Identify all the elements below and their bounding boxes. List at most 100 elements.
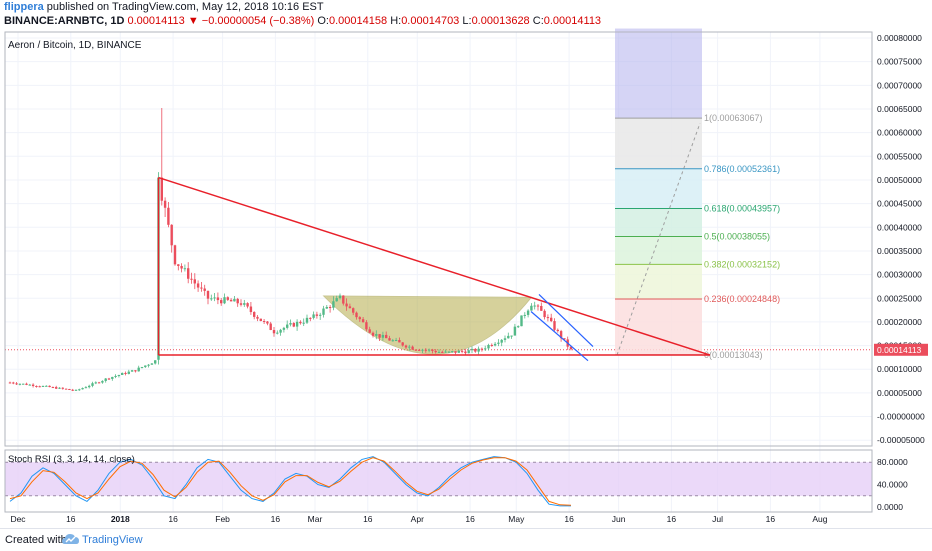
candle-body bbox=[206, 290, 210, 299]
candle-body bbox=[312, 314, 315, 318]
candle-body bbox=[526, 310, 530, 315]
candle-body bbox=[262, 321, 266, 323]
time-tick-label: 16 bbox=[271, 514, 281, 524]
ohlc-header: BINANCE:ARNBTC, 1D 0.00014113 ▼ −0.00000… bbox=[4, 15, 601, 27]
candle-body bbox=[398, 340, 401, 343]
fib-zone-extension bbox=[615, 28, 702, 119]
price-tick-label: -0.00005000 bbox=[877, 435, 925, 445]
candle-body bbox=[246, 303, 249, 307]
candle-body bbox=[520, 315, 523, 327]
time-tick-label: Feb bbox=[215, 514, 230, 524]
candle-body bbox=[431, 349, 434, 351]
candle-body bbox=[111, 376, 114, 379]
stoch-rsi-pane bbox=[5, 456, 872, 507]
cup-shape bbox=[322, 295, 533, 355]
candle-body bbox=[299, 321, 302, 324]
candle-body bbox=[144, 365, 147, 368]
candle-body bbox=[523, 314, 526, 316]
candle-body bbox=[385, 334, 388, 339]
candle-body bbox=[490, 344, 493, 346]
trend-lines[interactable] bbox=[157, 176, 711, 362]
rsi-tick-label: 0.0000 bbox=[877, 502, 903, 512]
channel-lower bbox=[530, 311, 589, 362]
stoch-d-line bbox=[9, 457, 572, 506]
high-value: 0.00014703 bbox=[401, 15, 460, 27]
candle-body bbox=[378, 334, 381, 338]
candle-body bbox=[183, 268, 187, 270]
candle-body bbox=[196, 283, 200, 288]
time-tick-label: 16 bbox=[465, 514, 475, 524]
candle-body bbox=[243, 303, 246, 305]
fib-zone bbox=[615, 236, 702, 265]
candle-body bbox=[559, 331, 563, 339]
candle-body bbox=[361, 319, 365, 323]
price-tick-label: 0.00010000 bbox=[877, 364, 922, 374]
candle-body bbox=[355, 312, 358, 318]
candle-body bbox=[276, 332, 279, 334]
time-tick-label: 16 bbox=[168, 514, 178, 524]
close-label: C: bbox=[532, 15, 544, 27]
candle-body bbox=[388, 338, 391, 341]
candle-body bbox=[259, 318, 262, 322]
candle-body bbox=[553, 321, 556, 330]
candle-body bbox=[546, 317, 550, 319]
candle-body bbox=[107, 378, 111, 380]
candle-body bbox=[309, 317, 312, 319]
candle-body bbox=[282, 327, 286, 330]
candle-body bbox=[348, 306, 352, 309]
time-tick-label: 16 bbox=[766, 514, 776, 524]
candle-body bbox=[213, 297, 216, 299]
author-link[interactable]: flippera bbox=[4, 1, 44, 13]
tradingview-link[interactable]: TradingView bbox=[82, 534, 143, 546]
candle-body bbox=[464, 351, 467, 354]
candle-body bbox=[427, 349, 431, 351]
candle-body bbox=[556, 329, 559, 332]
candle-body bbox=[418, 349, 421, 351]
price-tick-label: 0.00065000 bbox=[877, 104, 922, 114]
candle-body bbox=[295, 321, 299, 327]
cup-pattern[interactable] bbox=[322, 295, 533, 355]
candle-body bbox=[12, 382, 15, 384]
candle-body bbox=[513, 326, 517, 336]
candle-body bbox=[35, 385, 38, 387]
candle-body bbox=[58, 387, 61, 389]
chart-grid bbox=[5, 32, 872, 512]
candle-body bbox=[550, 317, 553, 322]
candle-body bbox=[302, 322, 305, 324]
candle-body bbox=[371, 332, 375, 336]
candle-body bbox=[216, 297, 220, 301]
candle-body bbox=[411, 346, 414, 350]
fib-zone bbox=[615, 168, 702, 209]
tradingview-cloud-icon bbox=[62, 534, 79, 544]
candle-body bbox=[147, 364, 150, 366]
candle-body bbox=[64, 388, 68, 390]
candle-body bbox=[474, 348, 477, 352]
time-tick-label: Dec bbox=[10, 514, 26, 524]
candle-body bbox=[424, 349, 427, 351]
price-tick-label: 0.00030000 bbox=[877, 270, 922, 280]
descending-trendline bbox=[158, 176, 711, 356]
candle-body bbox=[454, 351, 457, 353]
candle-body bbox=[210, 298, 213, 300]
price-chart[interactable]: 1(0.00063067) 0.786(0.00052361) 0.618(0.00… bbox=[0, 0, 932, 528]
candle-body bbox=[503, 338, 507, 340]
candle-body bbox=[226, 297, 229, 300]
candle-body bbox=[41, 385, 45, 387]
candle-body bbox=[305, 317, 309, 323]
fib-level-label: 0.618(0.00043957) bbox=[704, 204, 780, 214]
stoch-k-line bbox=[9, 456, 571, 507]
candle-body bbox=[484, 348, 487, 350]
candle-body bbox=[68, 389, 71, 391]
fib-retracement[interactable]: 1(0.00063067) 0.786(0.00052361) 0.618(0.00… bbox=[615, 28, 780, 360]
candle-body bbox=[130, 370, 134, 372]
candle-body bbox=[55, 387, 58, 389]
candle-body bbox=[437, 351, 441, 353]
fib-zone bbox=[615, 264, 702, 299]
candle-body bbox=[335, 298, 338, 302]
candle-body bbox=[71, 389, 74, 391]
candle-body bbox=[441, 351, 444, 353]
candle-body bbox=[154, 360, 157, 364]
candle-body bbox=[493, 343, 497, 346]
candle-body bbox=[408, 346, 411, 348]
candle-body bbox=[256, 316, 259, 319]
